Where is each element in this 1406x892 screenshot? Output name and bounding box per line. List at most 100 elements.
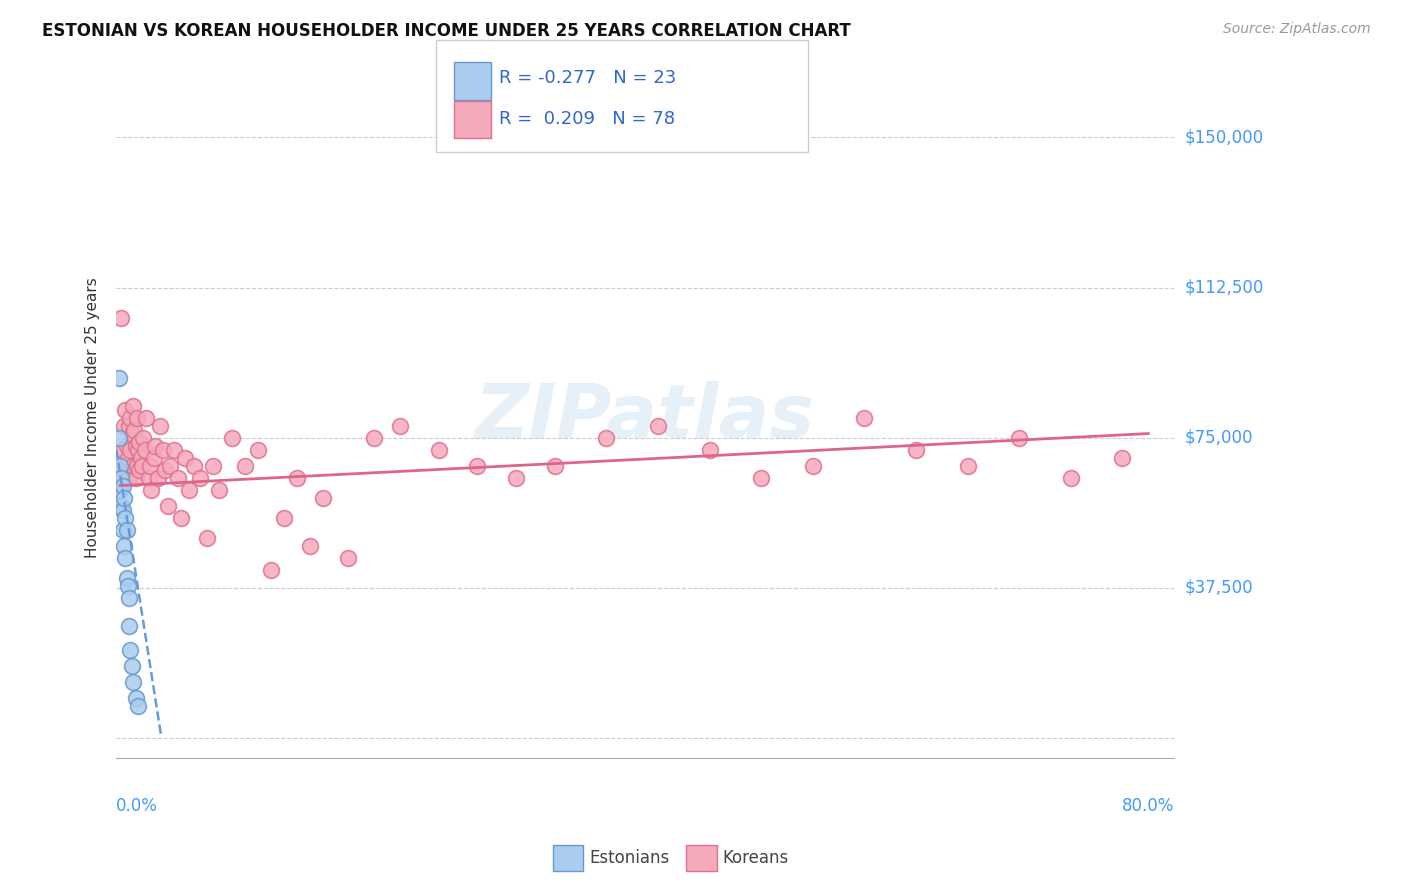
Point xyxy=(108,370,131,384)
Text: $112,500: $112,500 xyxy=(1185,278,1264,296)
Point xyxy=(127,698,149,713)
Point xyxy=(112,418,135,433)
Point xyxy=(132,431,155,445)
Text: ZIPatlas: ZIPatlas xyxy=(475,381,815,454)
Point xyxy=(115,439,138,453)
Point xyxy=(173,450,195,465)
Point xyxy=(904,442,927,457)
Text: 80.0%: 80.0% xyxy=(1122,797,1174,814)
Point xyxy=(163,442,186,457)
Point xyxy=(1111,450,1133,465)
Point xyxy=(129,450,152,465)
Point xyxy=(122,674,145,689)
Point xyxy=(127,442,149,457)
Text: 0.0%: 0.0% xyxy=(117,797,157,814)
Point xyxy=(149,418,172,433)
Point xyxy=(112,491,135,505)
Point xyxy=(110,310,132,325)
Text: $37,500: $37,500 xyxy=(1185,579,1254,597)
Point xyxy=(143,439,166,453)
Point xyxy=(595,431,617,445)
Point xyxy=(122,458,145,473)
Point xyxy=(647,418,669,433)
Point xyxy=(298,539,321,553)
Point xyxy=(208,483,231,497)
Point xyxy=(108,483,131,497)
Point xyxy=(311,491,333,505)
Point xyxy=(110,499,132,513)
Point xyxy=(114,458,136,473)
Point xyxy=(1008,431,1031,445)
Point xyxy=(233,458,256,473)
Point xyxy=(125,410,148,425)
Point xyxy=(121,426,143,441)
Point xyxy=(111,502,134,516)
Point xyxy=(749,470,772,484)
Point xyxy=(853,410,876,425)
Point xyxy=(159,458,181,473)
Point xyxy=(115,571,138,585)
Point xyxy=(117,579,139,593)
Point xyxy=(177,483,200,497)
Point xyxy=(188,470,211,484)
Point xyxy=(120,442,142,457)
Point xyxy=(131,458,153,473)
Text: Estonians: Estonians xyxy=(589,849,669,867)
Point xyxy=(124,690,146,705)
Point xyxy=(260,563,283,577)
Point xyxy=(124,470,146,484)
Y-axis label: Householder Income Under 25 years: Householder Income Under 25 years xyxy=(86,277,100,558)
Point xyxy=(363,431,385,445)
Point xyxy=(114,550,136,565)
Text: $75,000: $75,000 xyxy=(1185,428,1254,447)
Point xyxy=(247,442,270,457)
Text: R =  0.209   N = 78: R = 0.209 N = 78 xyxy=(499,110,675,128)
Point xyxy=(118,591,141,605)
Point xyxy=(337,550,360,565)
Point xyxy=(505,470,527,484)
Point xyxy=(142,450,165,465)
Point xyxy=(108,458,131,473)
Point xyxy=(115,523,138,537)
Point xyxy=(128,462,150,476)
Point xyxy=(170,510,193,524)
Point xyxy=(111,523,134,537)
Text: Source: ZipAtlas.com: Source: ZipAtlas.com xyxy=(1223,22,1371,37)
Point xyxy=(111,470,134,484)
Point xyxy=(125,458,148,473)
Text: $150,000: $150,000 xyxy=(1185,128,1264,146)
Point xyxy=(221,431,243,445)
Point xyxy=(285,470,308,484)
Point xyxy=(155,462,177,476)
Point xyxy=(115,462,138,476)
Point xyxy=(183,458,205,473)
Point xyxy=(121,658,143,673)
Point xyxy=(195,531,218,545)
Point xyxy=(544,458,567,473)
Point xyxy=(135,410,157,425)
Point xyxy=(389,418,412,433)
Point xyxy=(139,483,162,497)
Point xyxy=(111,442,134,457)
Point xyxy=(427,442,450,457)
Point xyxy=(699,442,721,457)
Point xyxy=(124,423,146,437)
Point xyxy=(114,402,136,417)
Point xyxy=(956,458,979,473)
Point xyxy=(134,442,156,457)
Point xyxy=(108,470,131,484)
Point xyxy=(118,618,141,632)
Point xyxy=(801,458,824,473)
Point xyxy=(111,478,134,492)
Text: Koreans: Koreans xyxy=(723,849,789,867)
Point xyxy=(114,510,136,524)
Point xyxy=(120,410,142,425)
Text: R = -0.277   N = 23: R = -0.277 N = 23 xyxy=(499,70,676,87)
Point xyxy=(167,470,190,484)
Text: ESTONIAN VS KOREAN HOUSEHOLDER INCOME UNDER 25 YEARS CORRELATION CHART: ESTONIAN VS KOREAN HOUSEHOLDER INCOME UN… xyxy=(42,22,851,40)
Point xyxy=(117,450,139,465)
Point xyxy=(138,470,160,484)
Point xyxy=(1060,470,1083,484)
Point xyxy=(152,442,174,457)
Point xyxy=(120,642,142,657)
